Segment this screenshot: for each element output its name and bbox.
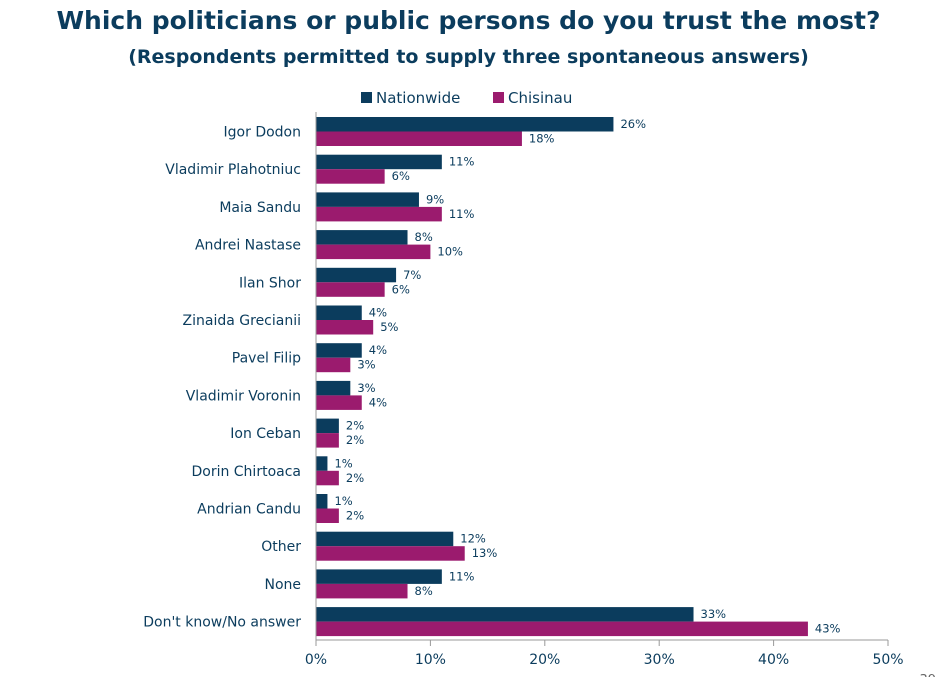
data-label: 3% [357,358,375,372]
legend-swatch-chisinau [493,92,504,103]
bar-nationwide [316,380,351,396]
category-label: Don't know/No answer [143,615,301,631]
category-label: Other [261,539,301,555]
category-label: Ilan Shor [239,275,301,291]
data-label: 26% [620,117,646,131]
data-label: 2% [346,509,364,523]
category-label: Maia Sandu [219,200,301,216]
data-label: 2% [346,419,364,433]
x-tick-label: 30% [644,652,675,668]
category-label: Dorin Chirtoaca [191,464,301,480]
x-tick-label: 40% [758,652,789,668]
data-label: 18% [529,132,555,146]
data-label: 3% [357,381,375,395]
bar-chisinau [316,621,808,637]
data-label: 2% [346,433,364,447]
legend-label-nationwide: Nationwide [376,89,460,107]
legend-swatch-nationwide [361,92,372,103]
data-label: 11% [449,569,475,583]
x-tick-label: 0% [305,652,327,668]
bar-nationwide [316,305,362,320]
data-label: 11% [449,207,475,221]
category-label: Igor Dodon [224,125,301,141]
data-label: 4% [369,395,387,409]
category-label: Ion Ceban [230,426,301,442]
data-label: 7% [403,268,421,282]
legend-label-chisinau: Chisinau [508,89,572,107]
data-label: 5% [380,320,398,334]
x-tick-label: 20% [529,652,560,668]
bar-chisinau [316,395,362,410]
bar-nationwide [316,569,442,584]
bar-chisinau [316,583,408,599]
bar-chisinau [316,169,385,184]
data-label: 9% [426,192,444,206]
bar-nationwide [316,267,397,283]
bar-nationwide [316,117,614,132]
data-label: 2% [346,471,364,485]
category-label: Andrei Nastase [195,238,301,254]
bar-chisinau [316,357,351,373]
bar-chisinau [316,320,374,335]
bar-nationwide [316,192,419,207]
bar-nationwide [316,230,408,245]
data-label: 13% [472,546,498,560]
bar-chisinau [316,282,385,297]
category-label: Zinaida Grecianii [183,313,301,329]
chart-title: Which politicians or public persons do y… [56,6,881,35]
bar-chisinau [316,546,465,561]
category-label: None [264,577,301,593]
bar-chisinau [316,433,339,448]
data-label: 1% [334,456,352,470]
bar-nationwide [316,607,694,622]
category-label: Pavel Filip [232,351,301,367]
data-label: 1% [334,494,352,508]
chart-subtitle: (Respondents permitted to supply three s… [128,46,809,68]
data-label: 10% [437,245,463,259]
bar-nationwide [316,343,362,358]
bar-chisinau [316,131,522,146]
bar-nationwide [316,456,328,471]
bar-nationwide [316,418,339,434]
bar-nationwide [316,154,442,170]
category-label: Vladimir Voronin [186,388,301,404]
bar-nationwide [316,494,328,509]
bar-nationwide [316,531,454,547]
data-label: 4% [369,306,387,320]
data-label: 43% [815,622,841,636]
data-label: 8% [415,584,433,598]
data-label: 11% [449,155,475,169]
bar-chisinau [316,470,339,486]
x-tick-label: 10% [415,652,446,668]
page-number: 39 [919,673,936,677]
bar-chisinau [316,206,442,222]
data-label: 6% [392,169,410,183]
category-label: Andrian Candu [197,502,301,518]
data-label: 33% [701,607,727,621]
bar-chisinau [316,508,339,523]
bar-chisinau [316,244,431,260]
data-label: 12% [460,532,486,546]
data-label: 6% [392,282,410,296]
x-tick-label: 50% [872,652,903,668]
category-label: Vladimir Plahotniuc [165,162,301,178]
data-label: 4% [369,343,387,357]
data-label: 8% [415,230,433,244]
